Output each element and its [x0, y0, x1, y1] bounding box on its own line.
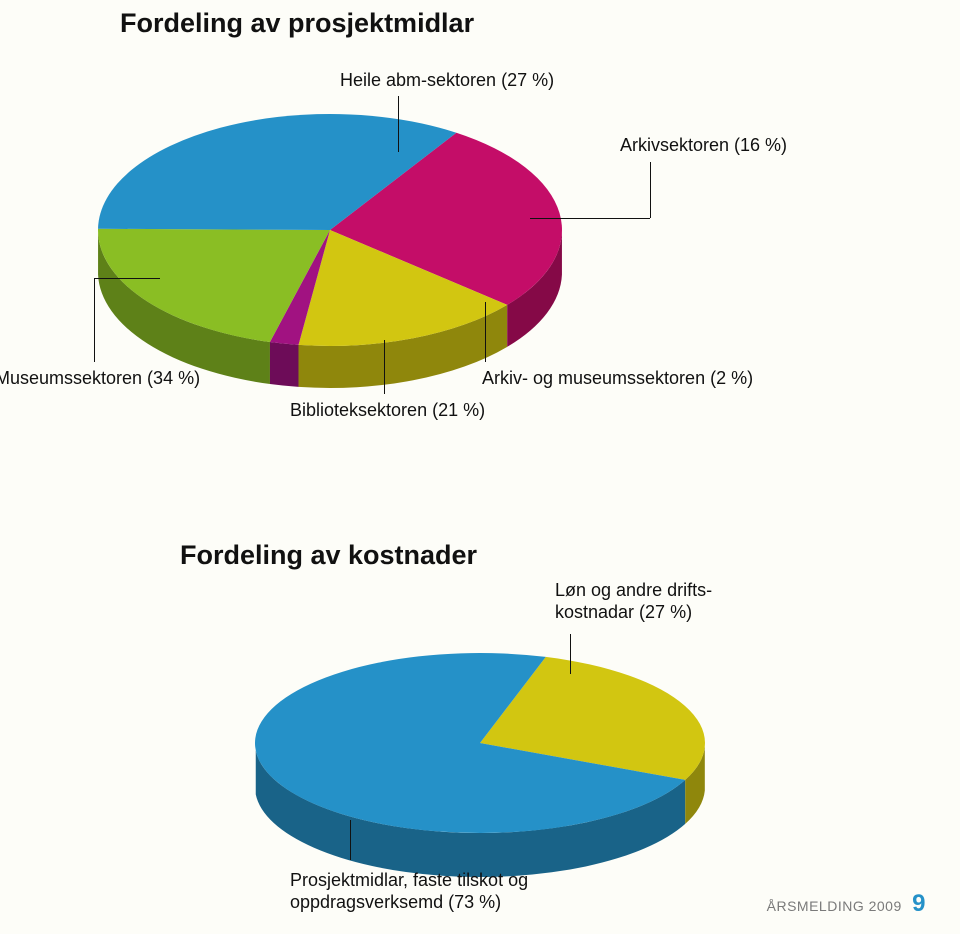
lead-line — [570, 634, 571, 674]
footer-text: ÅRSMELDING 2009 — [767, 898, 902, 914]
chart1-label-1: Arkivsektoren (16 %) — [620, 135, 787, 156]
chart1-label-0: Heile abm-sektoren (27 %) — [340, 70, 554, 91]
chart1-title: Fordeling av prosjektmidlar — [120, 8, 474, 39]
chart1-label-3: Biblioteksektoren (21 %) — [290, 400, 485, 421]
lead-line — [94, 278, 95, 362]
lead-line — [530, 218, 650, 219]
lead-line — [650, 162, 651, 218]
chart2-label-1: Prosjektmidlar, faste tilskot ogoppdrags… — [290, 870, 528, 913]
page-footer: ÅRSMELDING 2009 9 — [767, 890, 926, 918]
lead-line — [398, 96, 399, 152]
lead-line — [94, 278, 160, 279]
page-root: Fordeling av prosjektmidlar Heile abm-se… — [0, 0, 960, 934]
chart2-label-0: Løn og andre drifts-kostnadar (27 %) — [555, 580, 712, 623]
lead-line — [384, 340, 385, 394]
lead-line — [485, 302, 486, 362]
chart2-title: Fordeling av kostnader — [180, 540, 477, 571]
chart1-label-4: Museumssektoren (34 %) — [0, 368, 200, 389]
chart1-label-2: Arkiv- og museumssektoren (2 %) — [482, 368, 753, 389]
lead-line — [350, 820, 351, 860]
footer-page-number: 9 — [912, 890, 926, 917]
